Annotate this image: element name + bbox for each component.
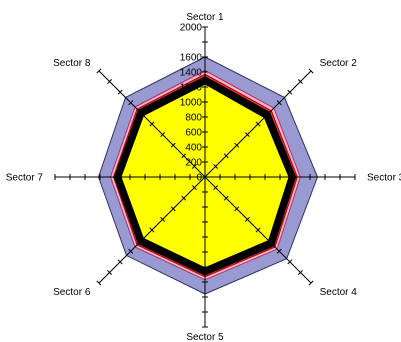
radial-tick-label: 1400 (180, 68, 203, 79)
axis-2-tick (297, 79, 303, 85)
radial-tick-label: 600 (185, 128, 202, 139)
sector-label-layer: Sector 1 Sector 2 Sector 3 Sector 4 Sector 5… (6, 12, 401, 342)
radial-tick-label: 400 (185, 143, 202, 154)
axis-8-tick (149, 121, 155, 127)
axis-6-tick (107, 269, 113, 275)
axis-6-tick (160, 216, 166, 222)
radial-tick-label: 200 (185, 158, 202, 169)
axes-layer (54, 26, 356, 328)
axis-2-tick (308, 68, 314, 74)
sector-label-5: Sector 5 (186, 332, 224, 342)
axis-4-tick (287, 259, 293, 265)
axis-4-tick (255, 227, 261, 233)
axis-8-tick (138, 110, 144, 116)
radial-tick-label: 2000 (180, 23, 203, 34)
axis-6-tick (138, 238, 144, 244)
axis-8-tick (160, 132, 166, 138)
sector-label-6: Sector 6 (53, 287, 91, 298)
axis-2-tick (266, 110, 272, 116)
axis-4-tick (213, 185, 219, 191)
axis-2-tick (244, 132, 250, 138)
radial-tick-label: 800 (185, 113, 202, 124)
radial-tick-label: 1000 (180, 98, 203, 109)
axis-8-tick (128, 100, 134, 106)
radial-tick-label: 0 (196, 173, 202, 184)
axis-6-tick (96, 280, 102, 286)
axis-8-tick (96, 68, 102, 74)
sector-label-3: Sector 3 (367, 173, 401, 184)
axis-2-tick (223, 153, 229, 159)
radial-tick-label: 1200 (180, 83, 203, 94)
sector-label-2: Sector 2 (320, 58, 358, 69)
axis-8-tick (191, 163, 197, 169)
tick-label-layer: 0 200 400 600 800 1000 1200 1400 1600 2000 (180, 23, 203, 184)
axis-2-tick (276, 100, 282, 106)
axis-4-tick (244, 216, 250, 222)
axis-4-tick (297, 269, 303, 275)
axis-6-tick (128, 248, 134, 254)
series-layer (98, 56, 318, 295)
axis-8-tick (170, 142, 176, 148)
axis-8-tick (117, 89, 123, 95)
axis-2-tick (234, 142, 240, 148)
axis-6-tick (149, 227, 155, 233)
axis-6-tick (170, 206, 176, 212)
axis-4-tick (223, 195, 229, 201)
axis-6-tick (191, 185, 197, 191)
axis-6-tick (181, 195, 187, 201)
axis-4-tick (276, 248, 282, 254)
sector-label-4: Sector 4 (320, 287, 358, 298)
axis-8-tick (107, 79, 113, 85)
axis-2-tick (287, 89, 293, 95)
axis-6-tick (117, 259, 123, 265)
sector-label-1: Sector 1 (186, 12, 224, 23)
sector-label-7: Sector 7 (6, 173, 44, 184)
axis-8-tick (181, 153, 187, 159)
axis-4-tick (234, 206, 240, 212)
radial-tick-label: 1600 (180, 53, 203, 64)
axis-4-tick (308, 280, 314, 286)
sector-label-8: Sector 8 (53, 58, 91, 69)
axis-4-tick (266, 238, 272, 244)
axis-2-tick (213, 163, 219, 169)
axis-2-tick (255, 121, 261, 127)
